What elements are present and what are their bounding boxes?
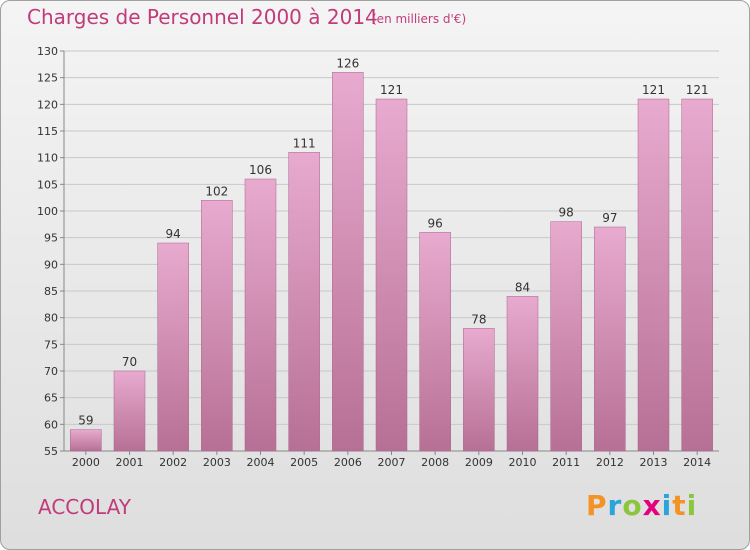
y-tick-label: 90 — [44, 258, 58, 271]
data-label: 78 — [471, 312, 486, 326]
x-tick-label: 2003 — [203, 456, 231, 469]
logo-letter: i — [661, 489, 673, 522]
x-tick-label: 2001 — [116, 456, 144, 469]
data-label: 97 — [602, 211, 617, 225]
x-tick-label: 2002 — [159, 456, 187, 469]
logo-letter: t — [672, 489, 687, 522]
bar — [375, 98, 408, 452]
commune-name: ACCOLAY — [38, 495, 131, 519]
data-label: 121 — [642, 83, 665, 97]
y-tick-label: 55 — [44, 445, 58, 458]
data-label: 121 — [686, 83, 709, 97]
x-tick-label: 2014 — [683, 456, 711, 469]
y-tick-label: 70 — [44, 365, 58, 378]
y-tick-label: 105 — [37, 178, 58, 191]
x-tick-label: 2005 — [290, 456, 318, 469]
x-tick-label: 2007 — [378, 456, 406, 469]
logo-letter: P — [586, 489, 608, 522]
x-tick-label: 2008 — [421, 456, 449, 469]
bar — [157, 242, 189, 452]
data-label: 111 — [293, 136, 316, 150]
x-tick-label: 2013 — [640, 456, 668, 469]
logo-letter: r — [607, 489, 623, 522]
logo-letter: o — [622, 489, 643, 522]
bar — [113, 370, 146, 452]
logo-letter: i — [686, 489, 698, 522]
proxiti-logo[interactable]: Proxiti — [586, 489, 697, 522]
y-tick-label: 95 — [44, 232, 58, 245]
data-label: 106 — [249, 163, 272, 177]
data-label: 59 — [78, 414, 93, 428]
bar — [463, 328, 495, 452]
y-tick-label: 100 — [37, 205, 58, 218]
bar — [637, 98, 670, 452]
bar — [681, 98, 713, 452]
logo-letter: x — [642, 489, 662, 522]
bar — [506, 296, 539, 452]
data-label: 126 — [336, 56, 359, 70]
bar — [244, 178, 277, 452]
y-tick-label: 80 — [44, 312, 58, 325]
bar — [419, 232, 451, 452]
x-tick-label: 2011 — [552, 456, 580, 469]
bar — [70, 429, 102, 452]
y-tick-label: 120 — [37, 98, 58, 111]
x-tick-label: 2006 — [334, 456, 362, 469]
data-label: 102 — [205, 184, 228, 198]
x-tick-label: 2012 — [596, 456, 624, 469]
chart-subtitle: (en milliers d'€) — [372, 12, 467, 26]
y-tick-label: 115 — [37, 125, 58, 138]
bar — [201, 200, 233, 452]
y-tick-label: 75 — [44, 338, 58, 351]
bar — [594, 226, 626, 452]
data-label: 98 — [559, 206, 574, 220]
y-tick-label: 125 — [37, 72, 58, 85]
data-label: 121 — [380, 83, 403, 97]
y-tick-label: 130 — [37, 45, 58, 58]
x-tick-label: 2000 — [72, 456, 100, 469]
bar — [288, 152, 320, 452]
y-tick-label: 110 — [37, 152, 58, 165]
bar — [550, 221, 582, 452]
data-label: 84 — [515, 280, 530, 294]
y-tick-label: 85 — [44, 285, 58, 298]
chart-title: Charges de Personnel 2000 à 2014 — [27, 5, 378, 29]
x-tick-label: 2010 — [509, 456, 537, 469]
data-label: 94 — [166, 227, 181, 241]
bar — [332, 72, 364, 452]
x-tick-label: 2004 — [247, 456, 275, 469]
data-label: 96 — [428, 216, 443, 230]
y-tick-label: 60 — [44, 418, 58, 431]
x-tick-label: 2009 — [465, 456, 493, 469]
data-label: 70 — [122, 355, 137, 369]
y-tick-label: 65 — [44, 392, 58, 405]
